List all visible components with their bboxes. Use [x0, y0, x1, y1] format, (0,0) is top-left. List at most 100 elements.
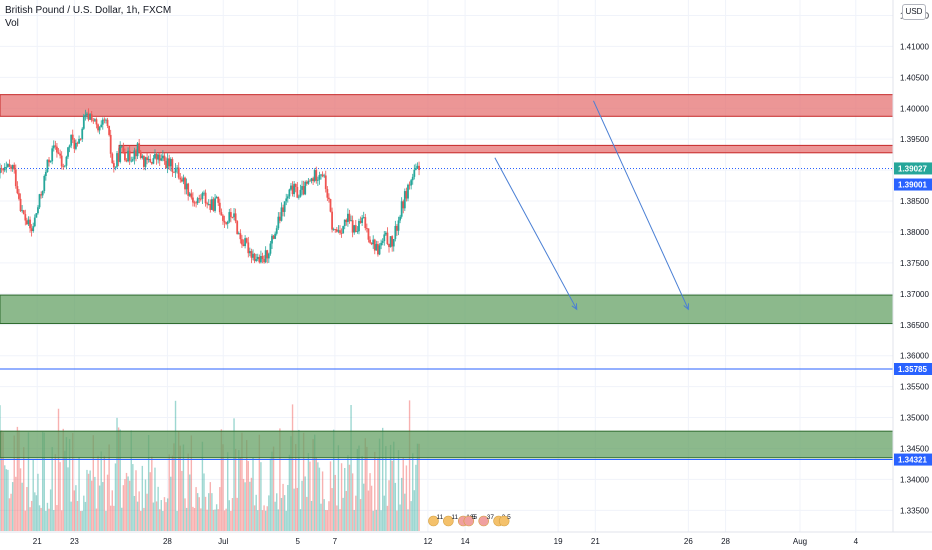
currency-button[interactable]: USD	[902, 4, 926, 20]
candle-body	[247, 242, 250, 254]
price-tick-label: 1.37000	[900, 290, 929, 299]
volume-bar	[32, 459, 34, 531]
volume-bar	[340, 463, 343, 531]
volume-bar	[334, 474, 336, 531]
candle-body	[95, 119, 98, 125]
candle-body	[269, 243, 272, 254]
candle-body	[169, 159, 172, 167]
volume-bar	[133, 495, 136, 531]
projection-arrow[interactable]	[494, 157, 578, 310]
volume-bar	[393, 441, 395, 531]
candle-body	[57, 152, 60, 154]
candle-body	[242, 244, 245, 247]
volume-bar	[396, 510, 398, 531]
event-marker[interactable]	[463, 515, 475, 527]
volume-bar	[317, 462, 319, 531]
candle-body	[369, 239, 371, 243]
candle-body	[414, 168, 417, 170]
candle-body	[120, 145, 123, 147]
candle-body	[386, 232, 389, 245]
candle-body	[229, 212, 232, 218]
candle-body	[173, 171, 175, 173]
candle-body	[373, 239, 376, 251]
volume-bar	[78, 456, 80, 531]
volume-bar	[326, 510, 329, 531]
volume-bar	[350, 404, 352, 531]
candle-body	[75, 142, 77, 149]
candle-body	[49, 161, 52, 163]
candle-body	[141, 155, 144, 158]
volume-bar	[62, 428, 64, 531]
candle-body	[236, 221, 239, 235]
candle-body	[79, 138, 82, 140]
volume-bar	[359, 499, 362, 531]
candle-body	[65, 156, 68, 166]
volume-bar	[238, 450, 240, 531]
volume-bar	[176, 510, 178, 531]
volume-bar	[108, 444, 110, 531]
volume-bar	[60, 510, 63, 531]
candle-body	[70, 134, 73, 146]
volume-bar	[355, 495, 357, 531]
candle-body	[30, 228, 33, 232]
volume-bar	[413, 490, 416, 531]
event-marker[interactable]	[428, 515, 439, 527]
candle-body	[90, 114, 93, 121]
candle-body	[348, 213, 351, 222]
candle-body	[160, 158, 163, 161]
time-axis[interactable]: 21 23 28 Jul 5 7 12 14 19 21 26 28 Aug 4	[33, 537, 859, 546]
candle-body	[399, 216, 401, 221]
candle-body	[239, 233, 242, 240]
candle-body	[168, 158, 171, 167]
volume-bar	[136, 501, 139, 531]
time-tick-label: 28	[721, 537, 730, 546]
candle-body	[394, 226, 397, 240]
volume-bar	[313, 434, 316, 531]
volume-bar	[155, 501, 158, 531]
volume-bar	[23, 447, 25, 531]
candle-body	[198, 198, 201, 200]
candle-body	[339, 230, 341, 233]
time-tick-label: 4	[854, 537, 859, 546]
volume-bar	[117, 427, 120, 531]
candle-body	[76, 142, 79, 144]
projection-arrow[interactable]	[593, 100, 689, 310]
volume-bar	[45, 510, 47, 531]
volume-bar	[72, 432, 74, 531]
volume-indicator-label[interactable]: Vol	[5, 18, 19, 29]
candle-body	[377, 244, 379, 255]
volume-bar	[143, 507, 145, 531]
candle-body	[389, 236, 392, 248]
support-zone[interactable]	[0, 294, 894, 325]
candle-body	[258, 256, 261, 263]
price-tick-label: 1.36000	[900, 352, 929, 361]
event-marker[interactable]	[443, 515, 454, 527]
candle-body	[316, 179, 319, 181]
volume-bar	[234, 448, 237, 531]
event-marker[interactable]	[478, 515, 490, 527]
volume-bar	[174, 400, 177, 531]
candle-body	[139, 151, 142, 158]
volume-bar	[245, 440, 248, 531]
price-axis[interactable]: 1.415001.410001.405001.400001.395001.390…	[900, 11, 929, 515]
candle-body	[184, 177, 186, 190]
resistance-zone[interactable]	[118, 144, 894, 154]
candle-body	[397, 220, 400, 231]
volume-bar	[253, 505, 256, 531]
candle-body	[147, 158, 150, 161]
volume-bar	[215, 504, 218, 531]
volume-bar	[276, 493, 278, 531]
volume-bar	[163, 497, 166, 531]
volume-bar	[358, 445, 360, 531]
volume-bar	[361, 456, 363, 531]
resistance-zone[interactable]	[0, 94, 894, 117]
volume-bar	[98, 485, 101, 531]
candle-body	[84, 115, 87, 117]
event-marker[interactable]	[498, 515, 510, 527]
candle-body	[193, 202, 196, 204]
candle-body	[24, 214, 27, 221]
candle-body	[323, 175, 326, 177]
support-zone[interactable]	[0, 430, 894, 459]
candle-body	[403, 191, 406, 209]
